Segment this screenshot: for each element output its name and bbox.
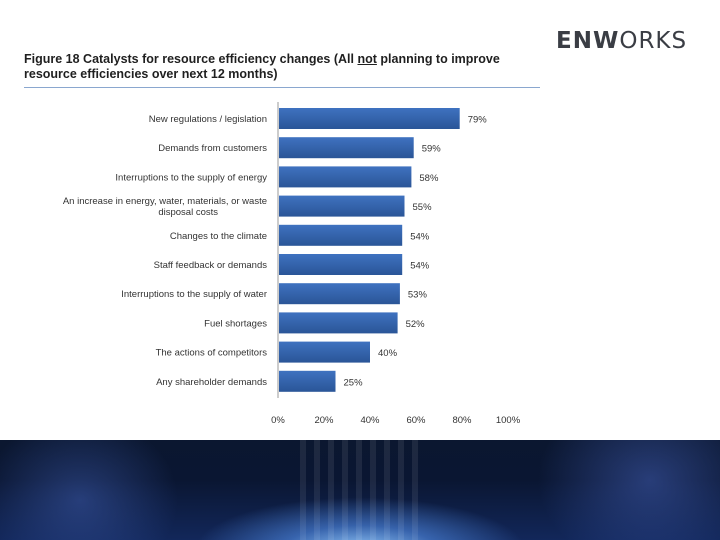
bar — [279, 137, 414, 159]
bar — [279, 312, 398, 334]
bar — [279, 283, 400, 305]
figure-title: Figure 18 Catalysts for resource efficie… — [24, 52, 500, 81]
category-label: Interruptions to the supply of water — [121, 289, 267, 300]
x-tick-label: 60% — [406, 415, 426, 426]
x-tick-label: 100% — [496, 415, 521, 426]
bar — [279, 166, 412, 188]
background-photo — [0, 440, 720, 540]
slide-content — [0, 0, 720, 440]
x-tick-label: 20% — [314, 415, 334, 426]
data-label: 40% — [378, 348, 398, 359]
category-label: Changes to the climate — [170, 231, 267, 242]
category-label: Demands from customers — [158, 143, 267, 154]
bar — [279, 370, 336, 392]
bar — [279, 108, 460, 129]
category-label: An increase in energy, water, materials,… — [63, 196, 267, 218]
data-label: 52% — [406, 319, 426, 330]
bar-chart: 79% New regulations / legislation 59% Deman… — [63, 102, 521, 426]
bar — [279, 254, 403, 275]
category-label: Any shareholder demands — [156, 377, 267, 388]
photo-glow — [300, 440, 420, 540]
data-label: 79% — [468, 115, 488, 126]
category-label: The actions of competitors — [156, 348, 268, 359]
x-tick-label: 40% — [360, 415, 380, 426]
data-label: 25% — [344, 377, 364, 388]
bar — [279, 341, 370, 363]
category-label: Staff feedback or demands — [154, 260, 268, 271]
data-label: 53% — [408, 290, 428, 301]
data-label: 54% — [410, 231, 430, 242]
data-label: 58% — [419, 173, 439, 184]
bar — [279, 224, 403, 246]
enworks-logo: ENWORKS — [556, 28, 688, 54]
bar — [279, 195, 405, 217]
category-label: Interruptions to the supply of energy — [115, 172, 267, 183]
category-label: New regulations / legislation — [149, 114, 267, 125]
x-tick-label: 0% — [271, 415, 285, 426]
x-tick-label: 80% — [452, 415, 472, 426]
data-label: 54% — [410, 261, 430, 272]
data-label: 59% — [422, 144, 442, 155]
data-label: 55% — [413, 202, 433, 213]
category-label: Fuel shortages — [204, 318, 267, 329]
title-divider — [24, 87, 540, 88]
